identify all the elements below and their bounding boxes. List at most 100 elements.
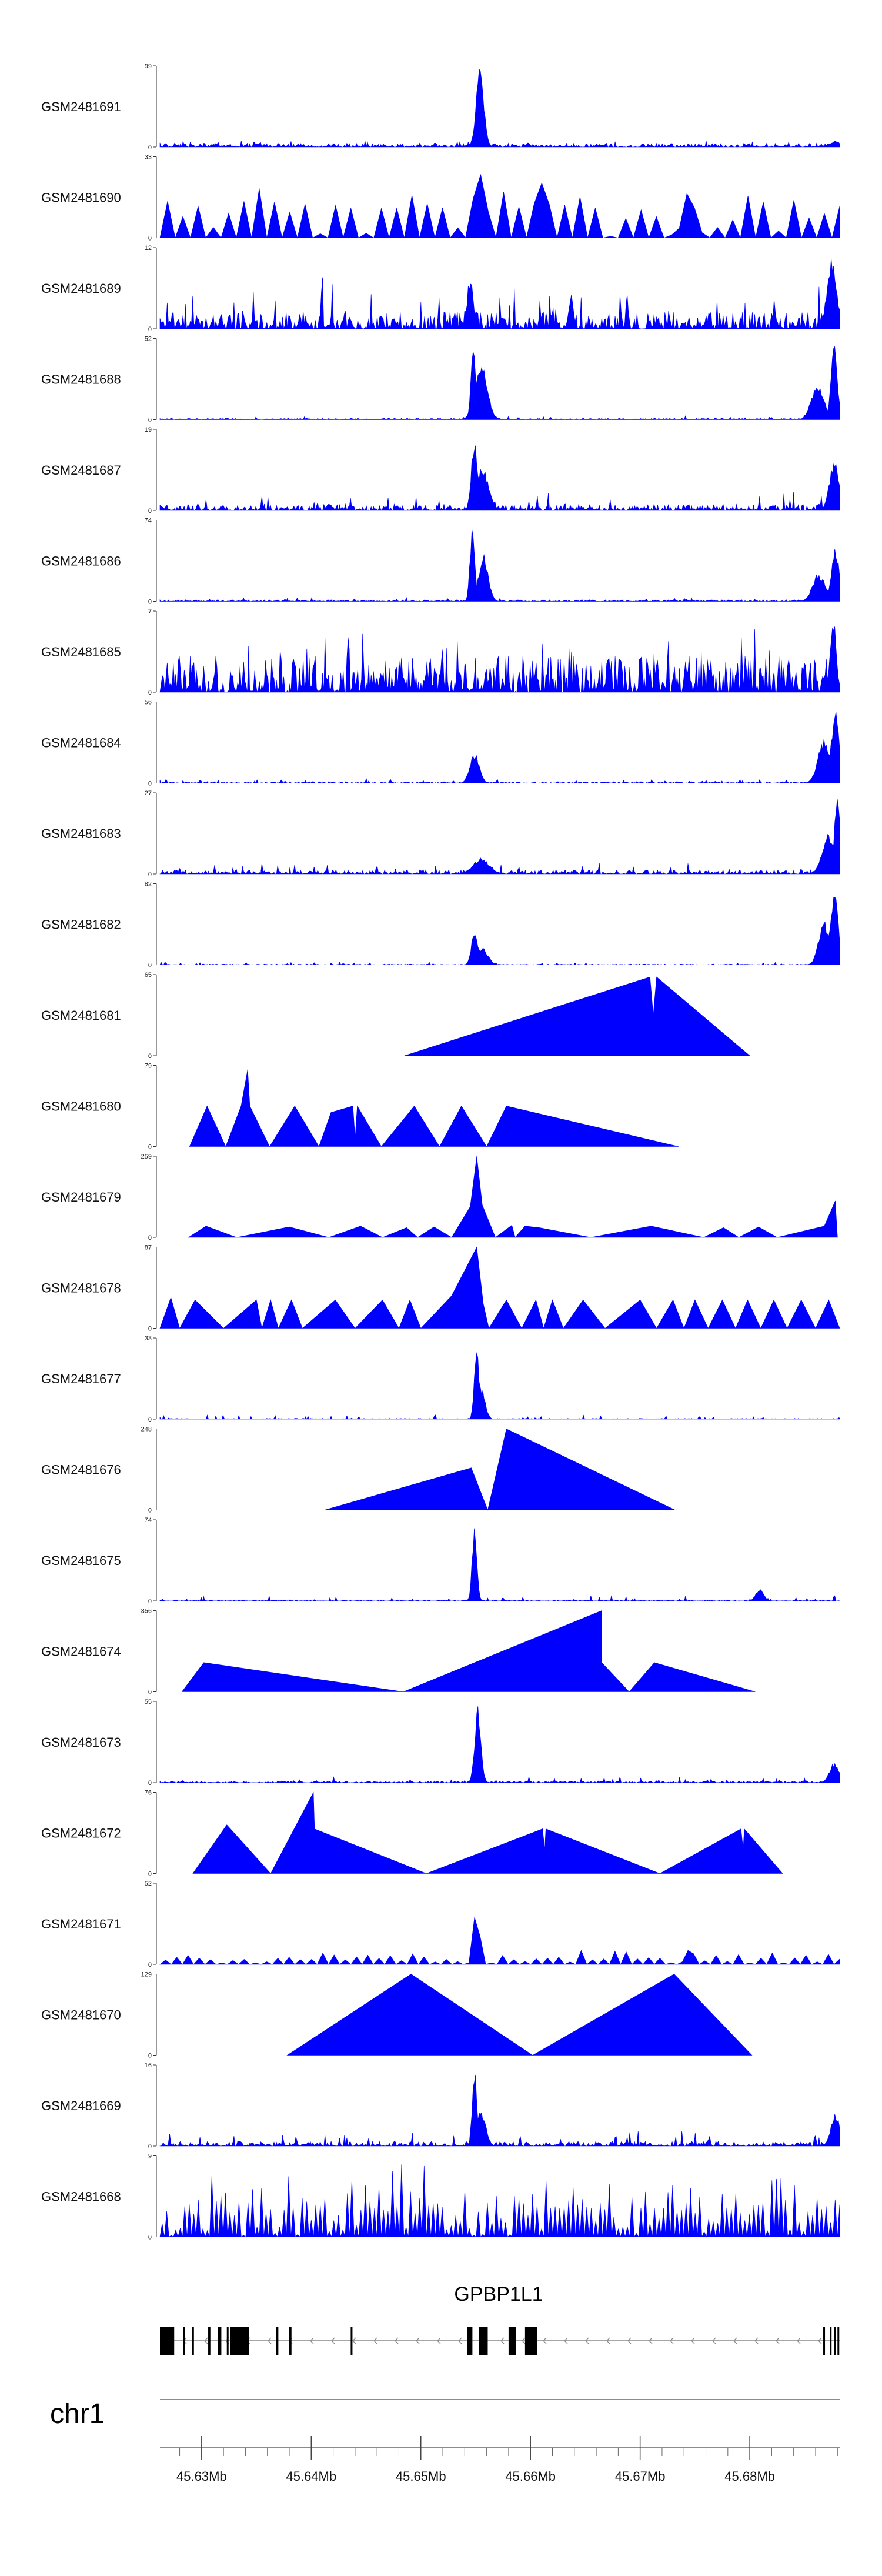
coverage-area xyxy=(189,1069,679,1147)
track-GSM2481670: GSM2481670 129 0 xyxy=(41,1971,753,2060)
strand-arrow xyxy=(627,2337,632,2344)
coverage-area xyxy=(159,258,840,330)
y-zero-label: 0 xyxy=(148,599,152,606)
gene-exon xyxy=(350,2327,353,2355)
y-max-label: 52 xyxy=(145,1880,152,1887)
track-GSM2481678: GSM2481678 87 0 xyxy=(41,1244,840,1333)
track-GSM2481682: GSM2481682 82 0 xyxy=(41,881,840,969)
track-GSM2481687: GSM2481687 19 0 xyxy=(41,426,840,515)
track-GSM2481673: GSM2481673 55 0 xyxy=(41,1699,840,1787)
track-GSM2481690: GSM2481690 33 0 xyxy=(41,154,840,242)
y-zero-label: 0 xyxy=(148,326,152,333)
y-zero-label: 0 xyxy=(148,2053,152,2060)
track-label: GSM2481684 xyxy=(41,736,121,750)
gene-exon xyxy=(289,2327,292,2355)
y-zero-label: 0 xyxy=(148,1326,152,1333)
y-zero-label: 0 xyxy=(148,508,152,515)
track-GSM2481671: GSM2481671 52 0 xyxy=(41,1880,840,1968)
track-label: GSM2481676 xyxy=(41,1463,121,1477)
track-GSM2481674: GSM2481674 356 0 xyxy=(41,1608,756,1696)
track-GSM2481685: GSM2481685 7 0 xyxy=(41,608,840,696)
gene-exon xyxy=(160,2327,175,2355)
track-GSM2481688: GSM2481688 52 0 xyxy=(41,336,840,424)
y-zero-label: 0 xyxy=(148,1689,152,1696)
track-GSM2481689: GSM2481689 12 0 xyxy=(41,245,840,333)
track-label: GSM2481688 xyxy=(41,372,121,387)
track-GSM2481679: GSM2481679 259 0 xyxy=(41,1153,838,1242)
y-zero-label: 0 xyxy=(148,1961,152,1968)
strand-arrow xyxy=(585,2337,589,2344)
y-zero-label: 0 xyxy=(148,2234,152,2241)
track-label: GSM2481683 xyxy=(41,826,121,841)
coverage-area xyxy=(159,1706,840,1783)
coverage-area xyxy=(159,896,840,965)
strand-arrow xyxy=(331,2337,335,2344)
track-label: GSM2481671 xyxy=(41,1917,121,1931)
track-label: GSM2481691 xyxy=(41,99,121,114)
genome-axis-track: chr1 45.63Mb 45.64Mb 45.65Mb 45.66Mb 45.67Mb… xyxy=(50,2398,840,2484)
strand-arrow xyxy=(458,2337,462,2344)
coverage-area xyxy=(159,1352,840,1420)
y-max-label: 52 xyxy=(145,336,152,343)
y-zero-label: 0 xyxy=(148,962,152,969)
track-GSM2481686: GSM2481686 74 0 xyxy=(41,518,840,606)
y-max-label: 55 xyxy=(145,1699,152,1706)
track-GSM2481668: GSM2481668 9 0 xyxy=(41,2153,840,2241)
strand-arrow xyxy=(268,2337,272,2344)
track-label: GSM2481685 xyxy=(41,645,121,659)
coverage-tracks: GSM2481691990GSM2481690330GSM2481689120G… xyxy=(41,63,840,2241)
strand-arrow xyxy=(373,2337,377,2344)
strand-arrow xyxy=(733,2337,737,2344)
track-label: GSM2481675 xyxy=(41,1553,121,1568)
coverage-area xyxy=(159,1246,840,1329)
track-label: GSM2481686 xyxy=(41,554,121,569)
track-label: GSM2481689 xyxy=(41,281,121,296)
track-GSM2481684: GSM2481684 56 0 xyxy=(41,699,840,788)
strand-arrow xyxy=(818,2337,822,2344)
gene-exon xyxy=(276,2327,279,2355)
y-zero-label: 0 xyxy=(148,417,152,424)
gene-exon xyxy=(192,2327,194,2355)
coverage-area xyxy=(286,1974,753,2056)
y-max-label: 27 xyxy=(145,790,152,797)
strand-arrow xyxy=(437,2337,441,2344)
track-label: GSM2481673 xyxy=(41,1735,121,1750)
y-max-label: 99 xyxy=(145,63,152,70)
coverage-area xyxy=(159,2164,840,2238)
gene-label: GPBP1L1 xyxy=(454,2283,543,2305)
coverage-area xyxy=(159,712,840,784)
strand-arrow xyxy=(395,2337,399,2344)
coverage-area xyxy=(159,68,840,148)
strand-arrow xyxy=(712,2337,716,2344)
gene-exon xyxy=(524,2327,537,2355)
strand-arrow xyxy=(606,2337,610,2344)
coverage-area xyxy=(159,1528,840,1601)
coverage-area xyxy=(159,799,840,875)
y-max-label: 56 xyxy=(145,699,152,706)
coverage-area xyxy=(188,1156,838,1238)
y-zero-label: 0 xyxy=(148,1598,152,1605)
axis-tick-label: 45.68Mb xyxy=(724,2469,775,2484)
y-zero-label: 0 xyxy=(148,144,152,151)
track-label: GSM2481670 xyxy=(41,2008,121,2023)
y-max-label: 33 xyxy=(145,154,152,161)
strand-arrow xyxy=(564,2337,568,2344)
track-GSM2481676: GSM2481676 248 0 xyxy=(41,1426,676,1514)
track-GSM2481669: GSM2481669 16 0 xyxy=(41,2062,840,2150)
y-max-label: 12 xyxy=(145,245,152,252)
strand-arrow xyxy=(649,2337,653,2344)
coverage-area xyxy=(159,445,840,512)
axis-tick-label: 45.65Mb xyxy=(396,2469,446,2484)
strand-arrow xyxy=(776,2337,780,2344)
y-max-label: 87 xyxy=(145,1244,152,1252)
y-max-label: 79 xyxy=(145,1063,152,1070)
gene-exon xyxy=(830,2327,832,2355)
strand-arrow xyxy=(204,2337,208,2344)
y-max-label: 65 xyxy=(145,972,152,979)
y-zero-label: 0 xyxy=(148,1234,152,1242)
track-GSM2481691: GSM2481691 99 0 xyxy=(41,63,840,151)
gene-exon xyxy=(183,2327,185,2355)
coverage-area xyxy=(159,1917,840,1965)
axis-tick-label: 45.67Mb xyxy=(615,2469,666,2484)
